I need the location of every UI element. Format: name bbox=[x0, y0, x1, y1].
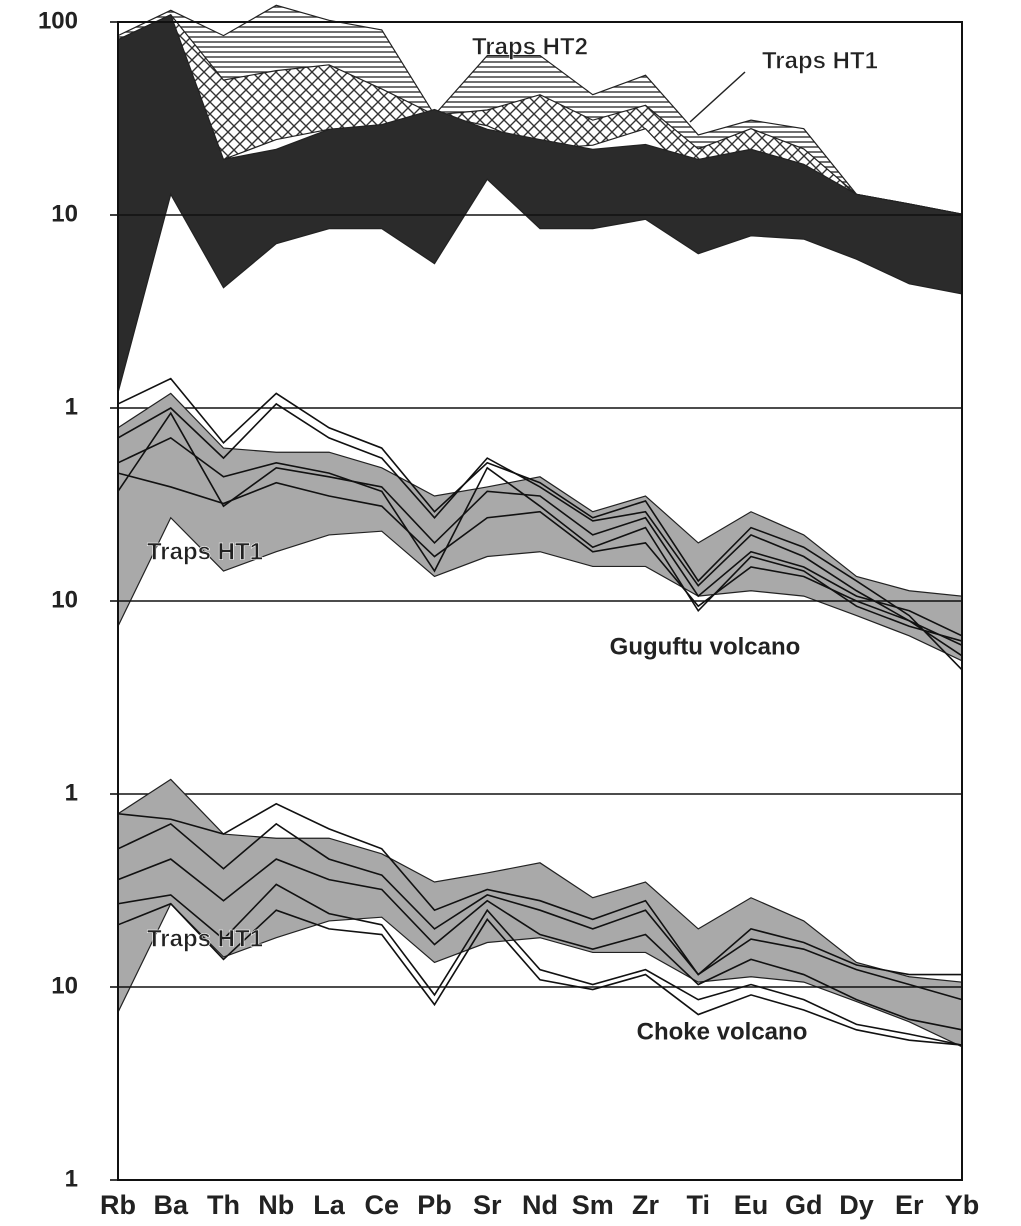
sample-line bbox=[117, 411, 963, 637]
x-tick-label: Er bbox=[895, 1190, 924, 1220]
band-label: Traps HT1 bbox=[147, 925, 263, 952]
x-tick-label: Rb bbox=[100, 1190, 136, 1220]
x-tick-label: Ba bbox=[153, 1190, 188, 1220]
y-tick-label: 10 bbox=[51, 200, 78, 227]
sample-line bbox=[117, 377, 963, 671]
sample-line bbox=[117, 858, 963, 1031]
x-tick-label: Yb bbox=[945, 1190, 980, 1220]
group-label: Guguftu volcano bbox=[610, 633, 801, 660]
x-tick-label: Th bbox=[207, 1190, 240, 1220]
sample-line bbox=[117, 883, 963, 1046]
y-tick-label: 1 bbox=[65, 393, 78, 420]
band-label: Traps HT1 bbox=[762, 47, 878, 74]
sample-line bbox=[117, 472, 963, 646]
x-tick-label: Nb bbox=[258, 1190, 294, 1220]
leader-line bbox=[689, 71, 746, 123]
group-label: Choke volcano bbox=[637, 1018, 808, 1045]
x-tick-label: La bbox=[313, 1190, 345, 1220]
x-tick-label: Ti bbox=[686, 1190, 710, 1220]
y-tick-label: 1 bbox=[65, 779, 78, 806]
sample-line bbox=[117, 802, 962, 976]
plot-border bbox=[117, 21, 963, 1181]
y-tick-label: 10 bbox=[51, 972, 78, 999]
x-tick-label: Dy bbox=[839, 1190, 874, 1220]
band-label: Traps HT2 bbox=[472, 33, 588, 60]
band-label: Traps HT1 bbox=[147, 538, 263, 565]
sample-line bbox=[117, 822, 963, 1001]
x-tick-label: Zr bbox=[632, 1190, 659, 1220]
x-tick-label: Gd bbox=[785, 1190, 823, 1220]
x-tick-label: Sr bbox=[473, 1190, 502, 1220]
x-tick-label: Eu bbox=[734, 1190, 769, 1220]
sample-line bbox=[117, 436, 963, 642]
x-tick-label: Ce bbox=[364, 1190, 399, 1220]
y-tick-label: 1 bbox=[65, 1165, 78, 1192]
x-tick-label: Sm bbox=[572, 1190, 614, 1220]
x-tick-label: Nd bbox=[522, 1190, 558, 1220]
sample-line bbox=[117, 402, 963, 657]
sample-line bbox=[117, 902, 963, 1046]
y-tick-label: 100 bbox=[38, 7, 78, 34]
y-tick-label: 10 bbox=[51, 586, 78, 613]
x-tick-label: Pb bbox=[417, 1190, 452, 1220]
